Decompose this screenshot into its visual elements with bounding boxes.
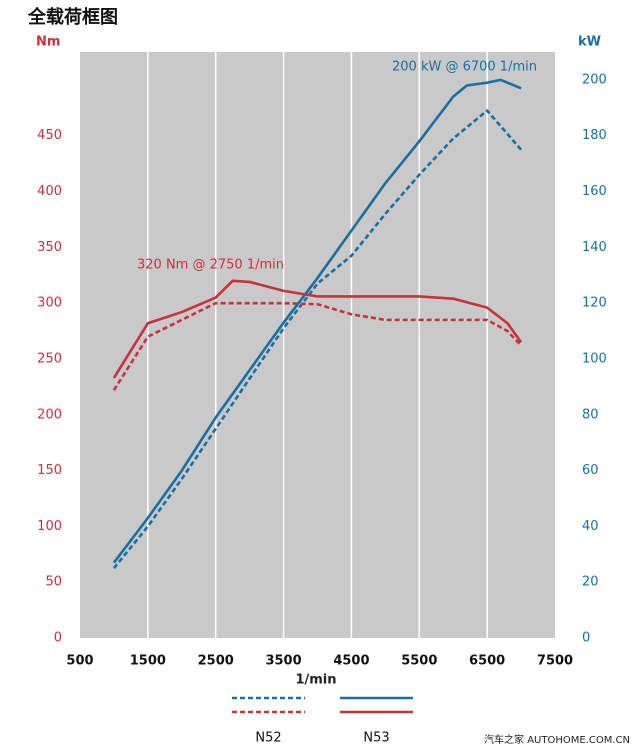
watermark: 汽车之家 AUTOHOME.COM.CN [484, 733, 630, 746]
y2-axis-label: kW [578, 35, 601, 50]
x-tick-label: 6500 [469, 654, 505, 669]
x-axis-label: 1/min [295, 673, 336, 688]
legend-label: N52 [255, 731, 281, 746]
y-tick-label: 100 [37, 519, 62, 534]
series-line [112, 109, 523, 570]
legend-label: N53 [363, 731, 389, 746]
plot-background [80, 52, 555, 638]
y-tick-label: 200 [37, 407, 62, 422]
y-tick-label: 50 [45, 575, 62, 590]
series-line [112, 301, 523, 391]
x-tick-label: 5500 [401, 654, 437, 669]
y2-tick-label: 200 [582, 72, 607, 87]
series-line [112, 78, 522, 564]
y-axis-label: Nm [36, 35, 60, 50]
annotation: 200 kW @ 6700 1/min [392, 60, 537, 75]
x-tick-label: 2500 [198, 654, 234, 669]
chart-title: 全载荷框图 [27, 6, 118, 28]
y2-tick-label: 140 [582, 240, 607, 255]
x-tick-label: 7500 [537, 654, 573, 669]
y2-tick-label: 0 [582, 631, 590, 646]
y-tick-label: 150 [37, 463, 62, 478]
x-tick-label: 1500 [130, 654, 166, 669]
y-tick-label: 450 [37, 128, 62, 143]
y-tick-label: 0 [54, 631, 62, 646]
y-tick-label: 300 [37, 296, 62, 311]
x-tick-label: 3500 [265, 654, 301, 669]
y2-tick-label: 120 [582, 296, 607, 311]
y2-tick-label: 180 [582, 128, 607, 143]
y2-tick-label: 60 [582, 463, 599, 478]
annotation: 320 Nm @ 2750 1/min [137, 258, 284, 273]
y-tick-label: 250 [37, 351, 62, 366]
y2-tick-label: 40 [582, 519, 599, 534]
x-tick-label: 4500 [333, 654, 369, 669]
y2-tick-label: 20 [582, 575, 599, 590]
y-tick-label: 350 [37, 240, 62, 255]
series-line [112, 279, 523, 379]
y2-tick-label: 100 [582, 351, 607, 366]
y2-tick-label: 80 [582, 407, 599, 422]
y-tick-label: 400 [37, 184, 62, 199]
x-tick-label: 500 [66, 654, 93, 669]
y2-tick-label: 160 [582, 184, 607, 199]
